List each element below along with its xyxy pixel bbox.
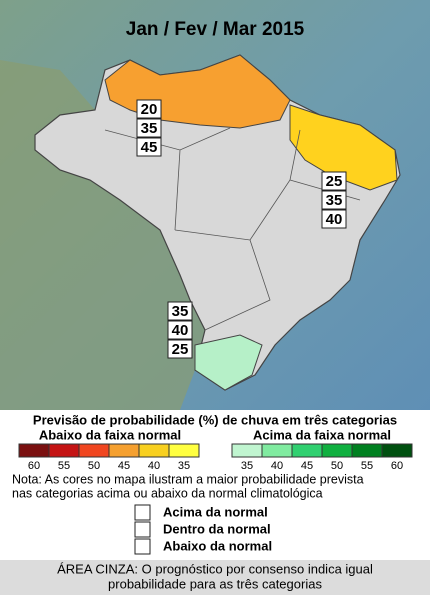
category-box — [134, 538, 151, 555]
probability-value: 40 — [172, 322, 189, 339]
probability-value: 40 — [326, 211, 343, 228]
legend-title: Previsão de probabilidade (%) de chuva e… — [33, 412, 397, 427]
gray-note-line: probabilidade para as três categorias — [108, 576, 322, 591]
probability-value: 35 — [141, 120, 158, 137]
probability-box — [321, 209, 347, 229]
category-label: Dentro da normal — [163, 521, 271, 536]
scale-value: 40 — [271, 460, 283, 472]
scale-value: 55 — [58, 460, 70, 472]
scale-swatch — [351, 443, 383, 458]
probability-box — [167, 320, 193, 340]
probability-box — [136, 137, 162, 157]
probability-box — [321, 171, 347, 191]
scale-swatch — [381, 443, 413, 458]
probability-value: 20 — [141, 101, 158, 118]
gray-area-note — [0, 560, 430, 595]
probability-box — [136, 99, 162, 119]
scale-value: 40 — [148, 460, 160, 472]
state-borders — [104, 127, 361, 331]
category-label: Acima da normal — [163, 504, 268, 519]
scale-swatch — [291, 443, 323, 458]
region-above-normal — [194, 334, 263, 391]
scale-swatch — [18, 443, 50, 458]
legend-below-label: Abaixo da faixa normal — [39, 427, 181, 442]
scale-value: 45 — [301, 460, 313, 472]
scale-value: 60 — [391, 460, 403, 472]
scale-swatch — [138, 443, 170, 458]
probability-box — [321, 190, 347, 210]
neighbor-land — [0, 60, 205, 410]
category-box — [134, 504, 151, 521]
scale-value: 50 — [331, 460, 343, 472]
category-label: Abaixo da normal — [163, 538, 272, 553]
region-below-normal-ne — [289, 104, 398, 191]
scale-value: 45 — [118, 460, 130, 472]
scale-swatch — [168, 443, 200, 458]
scale-swatch — [108, 443, 140, 458]
probability-box — [136, 118, 162, 138]
probability-box — [167, 301, 193, 321]
map-title: Jan / Fev / Mar 2015 — [126, 19, 305, 40]
probability-value: 35 — [326, 192, 343, 209]
probability-value: 25 — [172, 341, 189, 358]
note-line: Nota: As cores no mapa ilustram a maior … — [12, 472, 364, 486]
note-line: nas categorias acima ou abaixo da normal… — [12, 486, 323, 500]
probability-value: 25 — [326, 173, 343, 190]
scale-swatch — [48, 443, 80, 458]
scale-swatch — [321, 443, 353, 458]
scale-value: 60 — [28, 460, 40, 472]
scale-swatch — [78, 443, 110, 458]
gray-note-line: ÁREA CINZA: O prognóstico por consenso i… — [57, 561, 373, 576]
probability-box — [167, 339, 193, 359]
scale-value: 35 — [241, 460, 253, 472]
legend-above-label: Acima da faixa normal — [253, 427, 391, 442]
scale-swatch — [261, 443, 293, 458]
scale-swatch — [231, 443, 263, 458]
probability-value: 45 — [141, 139, 158, 156]
category-box — [134, 521, 151, 538]
scale-value: 35 — [178, 460, 190, 472]
scale-value: 55 — [361, 460, 373, 472]
scale-value: 50 — [88, 460, 100, 472]
probability-value: 35 — [172, 303, 189, 320]
